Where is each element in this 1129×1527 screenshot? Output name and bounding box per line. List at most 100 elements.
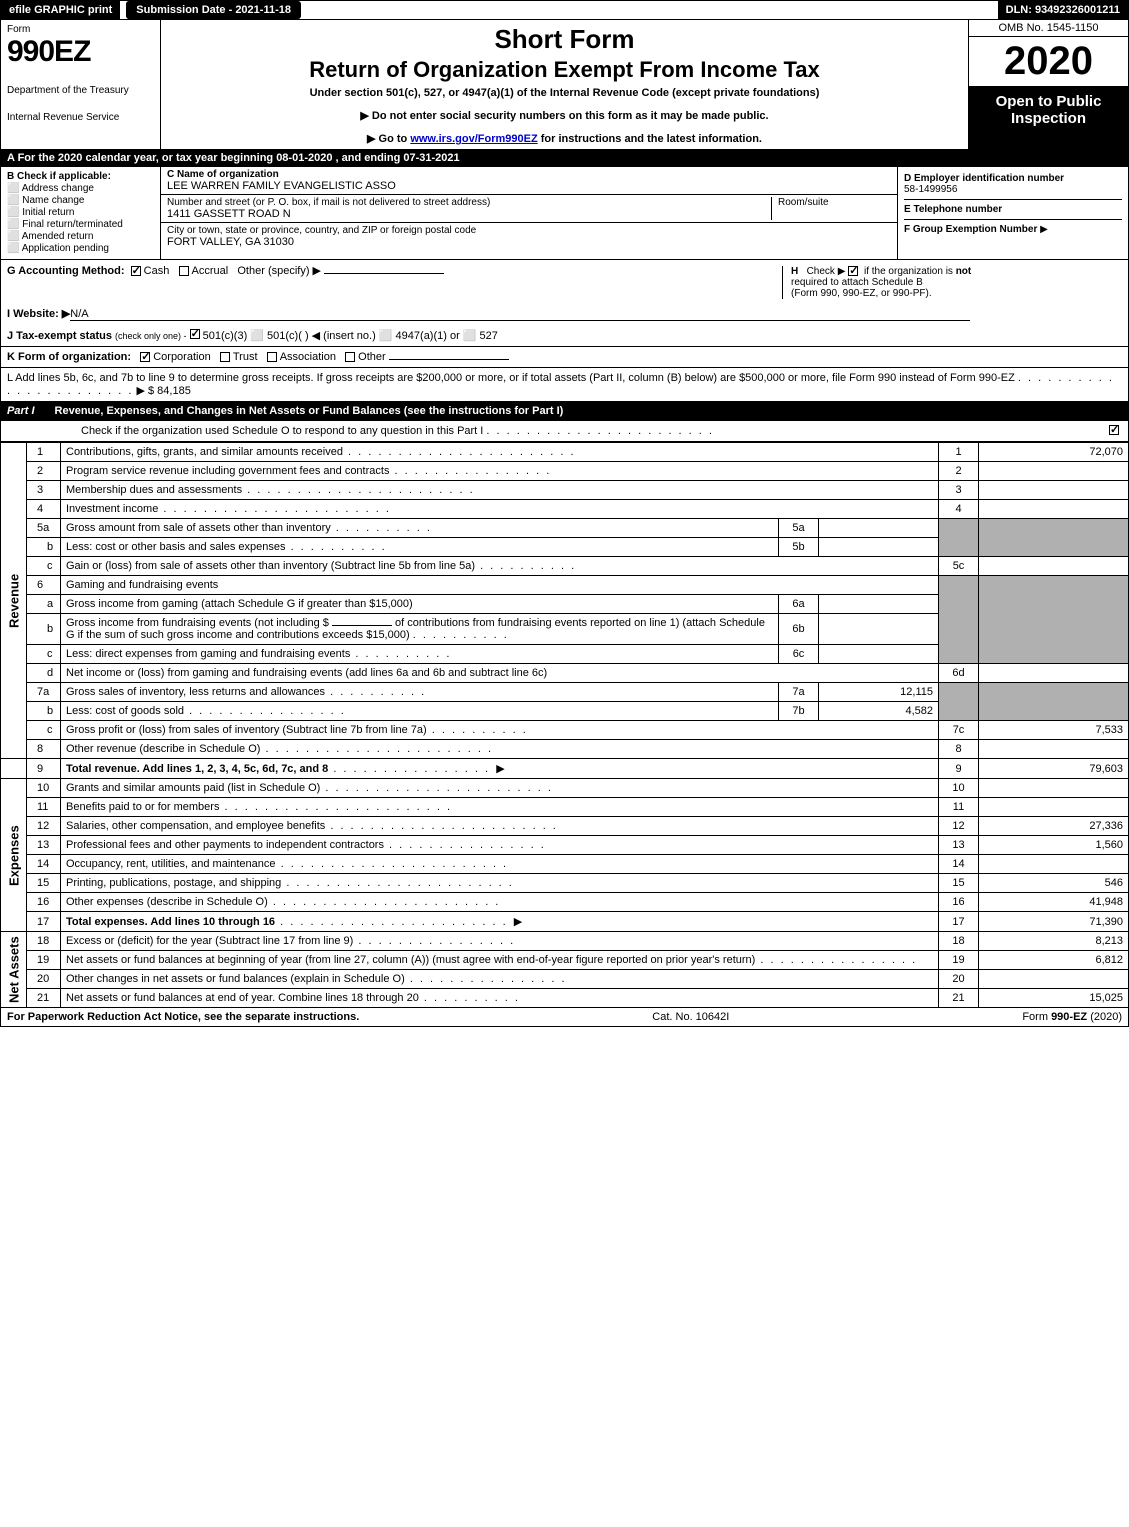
dots-icon xyxy=(268,896,501,908)
other-org-label: Other xyxy=(358,351,386,363)
linenum: 6 xyxy=(27,576,61,595)
form-table: Revenue 1 Contributions, gifts, grants, … xyxy=(0,442,1129,1008)
chk-amended-return[interactable]: ⬜ Amended return xyxy=(7,231,154,242)
numcol: 18 xyxy=(939,932,979,951)
dots-icon xyxy=(325,820,558,832)
chk-accrual[interactable] xyxy=(179,266,189,276)
chk-h[interactable] xyxy=(848,266,858,276)
chk-501c3[interactable] xyxy=(190,329,200,339)
desc-text: Total revenue. Add lines 1, 2, 3, 4, 5c,… xyxy=(66,763,328,775)
e-telephone: E Telephone number xyxy=(904,200,1122,220)
line-desc: Gross profit or (loss) from sales of inv… xyxy=(61,721,939,740)
chk-trust[interactable] xyxy=(220,352,230,362)
numcol: 19 xyxy=(939,951,979,970)
efile-label[interactable]: efile GRAPHIC print xyxy=(1,1,120,19)
other-org-line[interactable] xyxy=(389,359,509,360)
desc-text: Contributions, gifts, grants, and simila… xyxy=(66,446,343,458)
dots-icon xyxy=(384,839,546,851)
subval: 12,115 xyxy=(819,683,939,702)
d-ein: D Employer identification number 58-1499… xyxy=(904,169,1122,200)
line-desc: Investment income xyxy=(61,500,939,519)
chk-corp[interactable] xyxy=(140,352,150,362)
revenue-vlabel: Revenue xyxy=(1,443,27,759)
l-arrow: ▶ $ xyxy=(136,385,154,397)
row-a-taxyear: A For the 2020 calendar year, or tax yea… xyxy=(0,150,1129,167)
line-desc: Gross amount from sale of assets other t… xyxy=(61,519,779,538)
other-specify-line[interactable] xyxy=(324,273,444,274)
shaded-cell xyxy=(939,683,979,721)
desc-text: Other changes in net assets or fund bala… xyxy=(66,973,405,985)
linenum: 10 xyxy=(27,779,61,798)
dots-icon xyxy=(325,686,426,698)
linenum: 2 xyxy=(27,462,61,481)
valcol xyxy=(979,462,1129,481)
row-7c: c Gross profit or (loss) from sales of i… xyxy=(1,721,1129,740)
chk-name-change[interactable]: ⬜ Name change xyxy=(7,195,154,206)
shaded-cell xyxy=(939,576,979,664)
dots-icon xyxy=(486,425,714,437)
dept-irs: Internal Revenue Service xyxy=(7,112,154,123)
rows-ghij: G Accounting Method: Cash Accrual Other … xyxy=(0,260,1129,347)
row-g-h: G Accounting Method: Cash Accrual Other … xyxy=(1,260,1128,303)
h-not: not xyxy=(956,266,972,277)
note-goto-pre: ▶ Go to xyxy=(367,133,410,145)
chk-application-pending[interactable]: ⬜ Application pending xyxy=(7,243,154,254)
dots-icon xyxy=(184,705,346,717)
linenum: 20 xyxy=(27,970,61,989)
chk-label: Name change xyxy=(22,195,84,206)
linenum: d xyxy=(27,664,61,683)
row-5a: 5a Gross amount from sale of assets othe… xyxy=(1,519,1129,538)
chk-label: Final return/terminated xyxy=(22,219,123,230)
line-desc: Other changes in net assets or fund bala… xyxy=(61,970,939,989)
dots-icon xyxy=(276,858,509,870)
city-value: FORT VALLEY, GA 31030 xyxy=(167,236,476,248)
linenum: 21 xyxy=(27,989,61,1008)
line-desc: Salaries, other compensation, and employ… xyxy=(61,817,939,836)
linenum: 5a xyxy=(27,519,61,538)
chk-schedule-o[interactable] xyxy=(1109,425,1119,435)
line-desc: Total revenue. Add lines 1, 2, 3, 4, 5c,… xyxy=(61,759,939,779)
addr-label: Number and street (or P. O. box, if mail… xyxy=(167,197,490,208)
desc-text: Grants and similar amounts paid (list in… xyxy=(66,782,320,794)
chk-address-change[interactable]: ⬜ Address change xyxy=(7,183,154,194)
dots-icon xyxy=(281,877,514,889)
city-row: City or town, state or province, country… xyxy=(161,223,897,250)
dots-icon xyxy=(328,763,490,775)
desc-text: Gross sales of inventory, less returns a… xyxy=(66,686,325,698)
chk-initial-return[interactable]: ⬜ Initial return xyxy=(7,207,154,218)
dots-icon xyxy=(275,916,508,928)
l-text: L Add lines 5b, 6c, and 7b to line 9 to … xyxy=(7,372,1015,384)
subcol: 6b xyxy=(779,614,819,645)
numcol: 3 xyxy=(939,481,979,500)
numcol: 6d xyxy=(939,664,979,683)
line-desc: Gross income from fundraising events (no… xyxy=(61,614,779,645)
line-desc: Less: cost or other basis and sales expe… xyxy=(61,538,779,557)
numcol: 4 xyxy=(939,500,979,519)
valcol: 27,336 xyxy=(979,817,1129,836)
line-desc: Other expenses (describe in Schedule O) xyxy=(61,893,939,912)
valcol xyxy=(979,557,1129,576)
row-4: 4 Investment income 4 xyxy=(1,500,1129,519)
j-label: J Tax-exempt status xyxy=(7,330,112,342)
open-to-public: Open to Public Inspection xyxy=(969,87,1128,149)
chk-other-org[interactable] xyxy=(345,352,355,362)
desc-text: Total expenses. Add lines 10 through 16 xyxy=(66,916,275,928)
chk-final-return[interactable]: ⬜ Final return/terminated xyxy=(7,219,154,230)
line-desc: Benefits paid to or for members xyxy=(61,798,939,817)
chk-label: Address change xyxy=(22,183,94,194)
row-k: K Form of organization: Corporation Trus… xyxy=(0,347,1129,368)
desc-text: Gross profit or (loss) from sales of inv… xyxy=(66,724,427,736)
chk-cash[interactable] xyxy=(131,266,141,276)
row-6: 6 Gaming and fundraising events xyxy=(1,576,1129,595)
dots-icon xyxy=(389,465,551,477)
irs-link[interactable]: www.irs.gov/Form990EZ xyxy=(410,133,537,145)
dots-icon xyxy=(427,724,528,736)
linenum: b xyxy=(27,538,61,557)
6b-amount-line[interactable] xyxy=(332,625,392,626)
shaded-cell xyxy=(979,683,1129,721)
chk-assoc[interactable] xyxy=(267,352,277,362)
top-bar: efile GRAPHIC print Submission Date - 20… xyxy=(0,0,1129,20)
chk-label: Amended return xyxy=(22,231,94,242)
row-2: 2 Program service revenue including gove… xyxy=(1,462,1129,481)
dots-icon xyxy=(343,446,576,458)
